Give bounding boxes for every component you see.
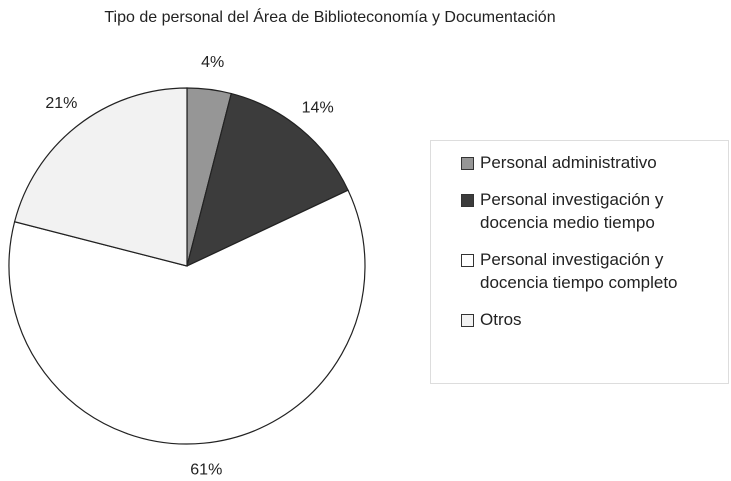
pie-slice [13, 87, 188, 267]
legend-label: Otros [480, 310, 522, 329]
data-label: 61% [190, 461, 222, 478]
pie-slice [186, 92, 349, 268]
legend-item: Personal administrativo [461, 151, 728, 174]
pie-slice [8, 189, 366, 445]
legend-item: Otros [461, 308, 728, 331]
legend-label: Personal administrativo [480, 153, 657, 172]
legend-label: Personal investigación y docencia tiempo… [480, 250, 678, 292]
legend-swatch [461, 254, 474, 267]
legend-swatch [461, 157, 474, 170]
data-label: 14% [302, 99, 334, 116]
legend: Personal administrativo Personal investig… [430, 140, 729, 384]
data-label: 4% [201, 54, 224, 71]
legend-label: Personal investigación y docencia medio … [480, 190, 664, 232]
chart-title: Tipo de personal del Área de Bibliotecon… [104, 7, 555, 26]
legend-item: Personal investigación y docencia tiempo… [461, 248, 728, 294]
legend-swatch [461, 194, 474, 207]
legend-item: Personal investigación y docencia medio … [461, 188, 728, 234]
data-label: 21% [45, 95, 77, 112]
legend-swatch [461, 314, 474, 327]
